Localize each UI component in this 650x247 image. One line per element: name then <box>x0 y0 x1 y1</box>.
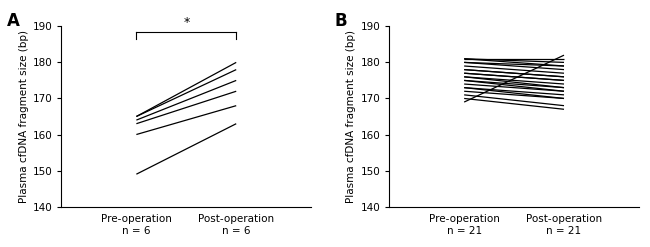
Text: A: A <box>6 12 20 30</box>
Y-axis label: Plasma cfDNA fragment size (bp): Plasma cfDNA fragment size (bp) <box>19 30 29 203</box>
Text: B: B <box>334 12 347 30</box>
Text: *: * <box>183 16 189 29</box>
Y-axis label: Plasma cfDNA fragment size (bp): Plasma cfDNA fragment size (bp) <box>346 30 356 203</box>
